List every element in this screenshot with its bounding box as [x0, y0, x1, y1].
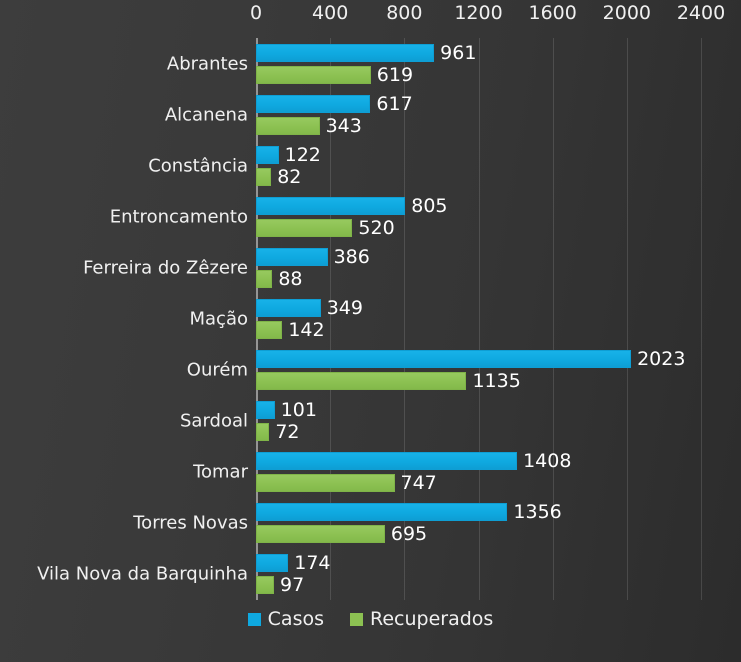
chart-legend: Casos Recuperados: [0, 608, 741, 630]
bar-value-label: 695: [390, 523, 428, 546]
bar-recuperados: [256, 576, 274, 595]
category-label: Abrantes: [166, 53, 248, 75]
category-label: Ourém: [186, 359, 248, 381]
category-axis-labels: Abrantes Alcanena Constância Entroncamento F…: [0, 38, 248, 600]
value-axis-line: [256, 38, 258, 600]
bar-value-label: 142: [288, 319, 325, 341]
bar-value-label: 101: [280, 399, 317, 422]
bar-value-label: 1408: [523, 450, 572, 473]
x-axis-tick: 2000: [602, 2, 652, 24]
plot-area: 961 619 617 343 122 82 805 520 386 88 349 142 2023 11…: [256, 38, 702, 600]
bar-value-label: 386: [333, 245, 370, 268]
category-label: Constância: [148, 155, 248, 177]
category-label: Torres Novas: [133, 512, 248, 534]
bar-value-label: 349: [326, 297, 363, 319]
legend-label: Casos: [267, 608, 324, 630]
x-axis-tick: 400: [312, 2, 349, 24]
bar-recuperados: [256, 423, 270, 442]
gridline: [404, 38, 406, 600]
bar-casos: [256, 554, 289, 573]
legend-swatch-icon: [350, 612, 363, 626]
bar-value-label: 174: [294, 552, 331, 575]
bar-recuperados: [256, 269, 273, 288]
bar-value-label: 1356: [513, 501, 562, 524]
bar-value-label: 747: [400, 472, 437, 495]
gridline: [478, 38, 480, 600]
bar-recuperados: [256, 525, 385, 544]
bar-value-label: 72: [275, 421, 300, 444]
bar-value-label: 617: [376, 92, 413, 115]
bar-value-label: 805: [411, 194, 448, 217]
bar-recuperados: [256, 218, 353, 237]
legend-swatch-icon: [247, 612, 261, 626]
x-axis-tick: 1600: [528, 2, 577, 24]
bar-casos: [256, 145, 279, 164]
bar-casos: [256, 247, 328, 266]
bar-recuperados: [256, 372, 467, 391]
bar-casos: [256, 94, 371, 113]
x-axis-tick: 800: [386, 2, 423, 24]
legend-item-recuperados[interactable]: Recuperados: [350, 608, 493, 630]
bar-casos: [256, 452, 518, 471]
bar-value-label: 97: [279, 574, 305, 597]
category-label: Ferreira do Zêzere: [83, 257, 248, 279]
x-axis-tick: 2400: [676, 2, 726, 24]
legend-item-casos[interactable]: Casos: [247, 608, 324, 630]
category-label: Mação: [189, 308, 249, 330]
bar-casos: [256, 299, 321, 317]
x-axis-tick: 0: [249, 2, 263, 24]
bar-casos: [256, 401, 275, 420]
category-label: Entroncamento: [109, 206, 248, 228]
category-label: Vila Nova da Barquinha: [37, 563, 248, 585]
bar-value-label: 619: [376, 63, 414, 86]
gridline: [626, 38, 628, 600]
bar-value-label: 961: [440, 41, 477, 64]
x-axis-tick: 1200: [454, 2, 503, 24]
bar-casos: [256, 350, 632, 369]
bar-recuperados: [256, 116, 320, 135]
bar-recuperados: [256, 321, 283, 339]
bar-casos: [256, 503, 508, 522]
bar-value-label: 520: [358, 216, 395, 239]
category-label: Tomar: [193, 461, 248, 483]
bar-value-label: 122: [284, 143, 321, 166]
bar-value-label: 1135: [472, 370, 521, 393]
bar-recuperados: [256, 474, 395, 493]
bar-casos: [256, 43, 435, 62]
x-axis-tick-labels: 0 400 800 1200 1600 2000 2400: [0, 0, 741, 38]
category-label: Alcanena: [164, 104, 248, 126]
bar-casos: [256, 196, 406, 215]
bar-value-label: 88: [278, 267, 303, 290]
bar-value-label: 82: [277, 165, 302, 188]
bar-recuperados: [256, 167, 272, 186]
category-label: Sardoal: [179, 410, 248, 432]
gridline: [701, 38, 702, 600]
bar-value-label: 343: [325, 114, 362, 137]
gridline: [552, 38, 554, 600]
gridline: [330, 38, 332, 600]
bar-recuperados: [256, 65, 371, 84]
legend-label: Recuperados: [370, 608, 494, 630]
bar-value-label: 2023: [637, 348, 686, 371]
